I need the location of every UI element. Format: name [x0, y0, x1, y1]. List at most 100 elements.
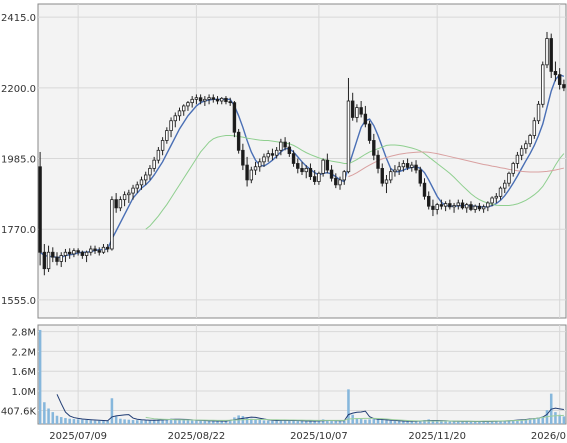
candle-body	[346, 100, 351, 173]
price-y-tick-label: 2200.0	[1, 84, 36, 95]
volume-bar	[228, 421, 232, 424]
candle-body	[169, 120, 173, 131]
candle-body	[266, 153, 270, 158]
candle-body	[498, 187, 503, 197]
volume-bar	[524, 419, 528, 424]
price-candle	[393, 165, 397, 177]
candle-body	[118, 199, 123, 209]
price-candle	[287, 142, 292, 157]
candle-body	[452, 205, 456, 208]
volume-bar	[317, 420, 321, 424]
volume-bar	[452, 421, 456, 424]
volume-panel: 2.8M 2.2M 1.6M 1.0M 407.6K 2025/07/09 20…	[1, 324, 567, 442]
price-candle	[291, 150, 296, 167]
volume-y-tick-label: 2.8M	[11, 328, 36, 339]
candle-body	[545, 38, 549, 66]
price-candle	[198, 94, 203, 105]
candle-body	[156, 149, 161, 161]
price-candle	[258, 158, 262, 172]
candle-body	[97, 250, 101, 253]
candle-body	[304, 167, 308, 173]
candle-body	[245, 164, 249, 181]
candle-body	[372, 140, 376, 156]
volume-bar	[490, 421, 494, 424]
price-candle	[456, 199, 460, 210]
candle-body	[477, 205, 482, 210]
price-candle	[473, 204, 477, 213]
volume-y-tick-label: 407.6K	[1, 407, 37, 418]
price-candle	[38, 151, 42, 266]
volume-bar	[216, 421, 219, 424]
price-candle	[253, 161, 258, 175]
volume-bar	[262, 420, 266, 424]
candle-body	[241, 149, 245, 166]
price-candle	[165, 127, 169, 144]
price-candle	[410, 161, 414, 172]
price-candle	[486, 201, 490, 212]
candle-body	[84, 251, 89, 256]
candle-body	[380, 167, 384, 184]
volume-bar	[448, 421, 452, 424]
volume-bar	[431, 420, 435, 424]
volume-bar	[186, 420, 190, 424]
candle-body	[427, 195, 431, 207]
candle-body	[215, 98, 220, 102]
candle-body	[211, 97, 216, 100]
candle-body	[456, 202, 460, 206]
price-candle	[490, 196, 494, 207]
price-candle	[55, 252, 59, 266]
candle-body	[469, 204, 473, 210]
price-candle	[241, 143, 245, 171]
candle-body	[59, 255, 63, 262]
candle-body	[253, 166, 258, 171]
volume-bar	[562, 416, 566, 424]
price-candle	[156, 147, 161, 164]
candle-body	[114, 199, 118, 209]
price-candle	[148, 165, 152, 180]
volume-bar	[195, 420, 198, 424]
candle-body	[291, 153, 296, 164]
price-y-tick-label: 1770.0	[1, 225, 36, 236]
price-candle	[232, 100, 237, 138]
candle-body	[182, 105, 186, 112]
x-tick-label: 2025/08/22	[168, 431, 226, 442]
volume-y-tick-label: 2.2M	[11, 347, 36, 358]
candle-body	[393, 169, 397, 173]
volume-bar	[342, 420, 346, 424]
volume-bar	[38, 329, 42, 424]
candle-body	[139, 179, 144, 186]
volume-bar	[220, 421, 224, 424]
volume-bar	[444, 421, 447, 424]
volume-bar	[347, 389, 350, 424]
volume-bar	[169, 418, 173, 424]
volume-bar	[97, 420, 101, 424]
price-candle	[312, 170, 317, 185]
price-candle	[236, 128, 241, 154]
candle-body	[490, 197, 494, 204]
volume-bar	[402, 421, 405, 424]
price-candle	[321, 158, 325, 177]
volume-bar	[334, 420, 338, 424]
price-y-tick-label: 2415.0	[1, 13, 36, 24]
candle-body	[194, 97, 199, 100]
candle-body	[101, 246, 106, 253]
price-candle	[557, 68, 562, 90]
price-candle	[427, 191, 431, 210]
price-candle	[469, 201, 473, 212]
volume-bar	[178, 419, 181, 424]
price-candle	[97, 247, 101, 256]
volume-bar	[473, 421, 477, 424]
volume-bar	[537, 417, 540, 424]
price-candle	[498, 186, 503, 200]
volume-bar	[478, 421, 481, 424]
price-candle	[308, 163, 313, 180]
candle-body	[236, 131, 241, 151]
candle-body	[93, 248, 97, 251]
price-candle	[346, 77, 351, 174]
price-candle	[203, 96, 207, 106]
price-candle	[101, 244, 106, 254]
price-candle	[414, 160, 418, 174]
price-candle	[266, 150, 270, 162]
candle-body	[262, 156, 266, 163]
